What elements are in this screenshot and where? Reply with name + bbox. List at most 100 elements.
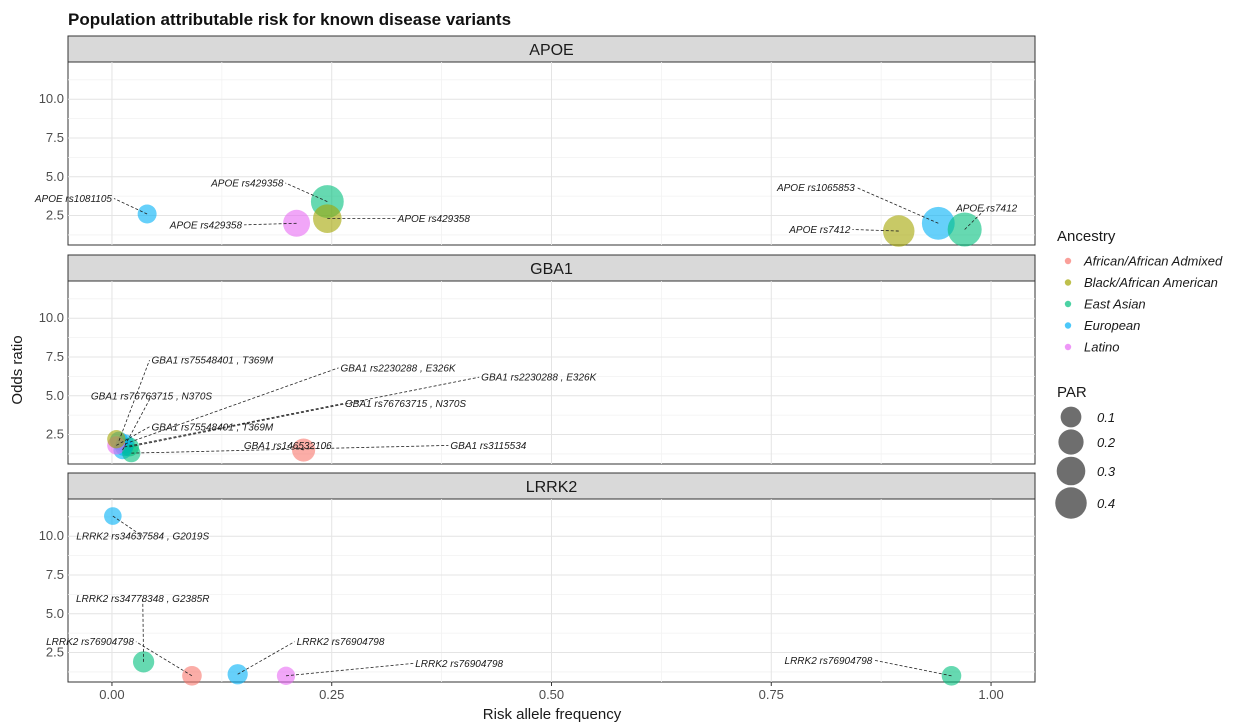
annotation-label: APOE rs1081105 — [34, 194, 113, 205]
y-axis-title: Odds ratio — [9, 335, 26, 404]
annotation-leader-line — [116, 426, 150, 446]
annotation-leader-line — [122, 395, 152, 451]
y-tick-label: 2.5 — [46, 427, 64, 442]
facet-strip-label: GBA1 — [530, 261, 573, 278]
annotation-leader-line — [237, 641, 295, 675]
legend-entry: East Asian — [1084, 297, 1146, 312]
data-point — [122, 443, 141, 463]
annotation-label: APOE rs7412 — [955, 203, 1018, 214]
y-tick-label: 10.0 — [39, 310, 64, 325]
legend-size-label: 0.3 — [1097, 464, 1116, 479]
legend-title-ancestry: Ancestry — [1057, 228, 1116, 245]
legend-size-key — [1056, 456, 1086, 486]
y-tick-label: 2.5 — [46, 645, 64, 660]
annotation-leader-line — [874, 659, 952, 677]
annotation-leader-line — [964, 207, 987, 230]
annotation-label: GBA1 rs146532106 — [244, 441, 332, 452]
annotation-leader-line — [131, 444, 449, 454]
annotation-label: LRRK2 rs34778348 , G2385R — [76, 594, 209, 605]
x-tick-label: 0.75 — [759, 687, 784, 702]
annotation-leader-line — [285, 662, 414, 677]
annotation-leader-line — [142, 598, 145, 662]
legend-entry: Latino — [1084, 340, 1119, 355]
data-point — [137, 204, 157, 224]
x-tick-label: 1.00 — [978, 687, 1003, 702]
annotation-leader-line — [285, 182, 328, 202]
annotation-label: LRRK2 rs76904798 — [297, 637, 385, 648]
y-tick-label: 10.0 — [39, 528, 64, 543]
annotation-leader-line — [135, 641, 193, 677]
annotations: APOE rs1081105 APOE rs429358 APOE rs429358… — [34, 178, 1018, 236]
y-tick-label: 2.5 — [46, 208, 64, 223]
annotation-label: GBA1 rs2230288 , E326K — [481, 373, 597, 384]
annotation-label: APOE rs429358 — [397, 214, 471, 225]
annotation-label: APOE rs429358 — [210, 178, 284, 189]
legend-entry: African/African Admixed — [1083, 254, 1223, 269]
legend-color-key — [1064, 322, 1072, 329]
y-tick-label: 5.0 — [46, 606, 64, 621]
legend-title-par: PAR — [1057, 384, 1087, 401]
y-tick-label: 7.5 — [46, 349, 64, 364]
legend-color-key — [1064, 257, 1072, 265]
x-axis-title: Risk allele frequency — [483, 706, 622, 723]
annotation-label: APOE rs1065853 — [776, 183, 855, 194]
annotation-leader-line — [113, 198, 148, 215]
data-point — [227, 664, 248, 685]
x-tick-label: 0.50 — [539, 687, 564, 702]
legend-color-key — [1064, 279, 1072, 286]
facet-strip — [67, 35, 1036, 63]
chart-title: Population attributable risk for known d… — [68, 10, 511, 29]
legend-color-key — [1064, 343, 1072, 351]
facet-panels: APOE 2.5 5.0 7.5 10.0 APOE rs1081105 APOE rs42… — [34, 35, 1036, 686]
legend-size-label: 0.1 — [1097, 410, 1115, 425]
annotation-label: GBA1 rs3115534 — [450, 441, 526, 452]
annotation-leader-line — [112, 515, 143, 537]
data-point — [921, 206, 955, 240]
annotation-leader-line — [125, 367, 339, 445]
annotation-label: GBA1 rs76763715 , N370S — [345, 399, 467, 410]
legend-entry: European — [1084, 318, 1140, 333]
annotation-leader-line — [118, 359, 150, 441]
annotations: GBA1 rs75548401 , T369M GBA1 rs2230288 , … — [91, 356, 598, 454]
legend-color-key — [1064, 300, 1072, 308]
facet-strip-label: LRRK2 — [526, 479, 578, 496]
legend-size-label: 0.4 — [1097, 496, 1115, 511]
legend-size-key — [1055, 487, 1087, 519]
annotation-leader-line — [124, 403, 343, 448]
annotation-label: GBA1 rs76763715 , N370S — [91, 391, 213, 402]
y-tick-label: 10.0 — [39, 91, 64, 106]
annotation-label: LRRK2 rs76904798 — [785, 656, 873, 667]
legend-size-key — [1058, 429, 1084, 455]
legend-size-label: 0.2 — [1097, 435, 1116, 450]
annotation-leader-line — [129, 376, 480, 448]
facet-strip — [67, 254, 1036, 282]
annotation-label: LRRK2 rs76904798 — [46, 637, 134, 648]
annotation-label: LRRK2 rs76904798 — [415, 659, 503, 670]
x-tick-label: 0.25 — [319, 687, 344, 702]
legend-size-key — [1060, 406, 1082, 428]
legend-entry: Black/African American — [1084, 275, 1218, 290]
facet-strip-label: APOE — [529, 42, 573, 59]
annotation-leader-line — [852, 229, 899, 232]
annotation-label: APOE rs7412 — [788, 225, 851, 236]
annotation-label: LRRK2 rs34637584 , G2019S — [76, 532, 209, 543]
annotation-leader-line — [287, 445, 304, 451]
annotation-label: GBA1 rs2230288 , E326K — [341, 363, 457, 374]
facet-strip — [67, 472, 1036, 500]
y-tick-label: 7.5 — [46, 567, 64, 582]
annotations: LRRK2 rs34637584 , G2019S LRRK2 rs3477834… — [46, 515, 952, 677]
panel-gba1: GBA1 2.5 5.0 7.5 10.0 GBA1 rs75548401 , T369M… — [39, 254, 1036, 465]
y-tick-label: 5.0 — [46, 388, 64, 403]
annotation-label: GBA1 rs75548401 , T369M — [152, 422, 274, 433]
legend: Ancestry African/African Admixed Black/Afr… — [1055, 228, 1223, 519]
annotation-label: APOE rs429358 — [169, 220, 243, 231]
annotation-label: GBA1 rs75548401 , T369M — [152, 356, 274, 367]
x-axis: 0.00 0.25 0.50 0.75 1.00 — [99, 682, 1004, 702]
annotation-leader-line — [244, 222, 297, 226]
data-point — [107, 430, 126, 449]
y-tick-label: 5.0 — [46, 169, 64, 184]
y-tick-label: 7.5 — [46, 130, 64, 145]
panel-apoe: APOE 2.5 5.0 7.5 10.0 APOE rs1081105 APOE rs42… — [34, 35, 1036, 247]
